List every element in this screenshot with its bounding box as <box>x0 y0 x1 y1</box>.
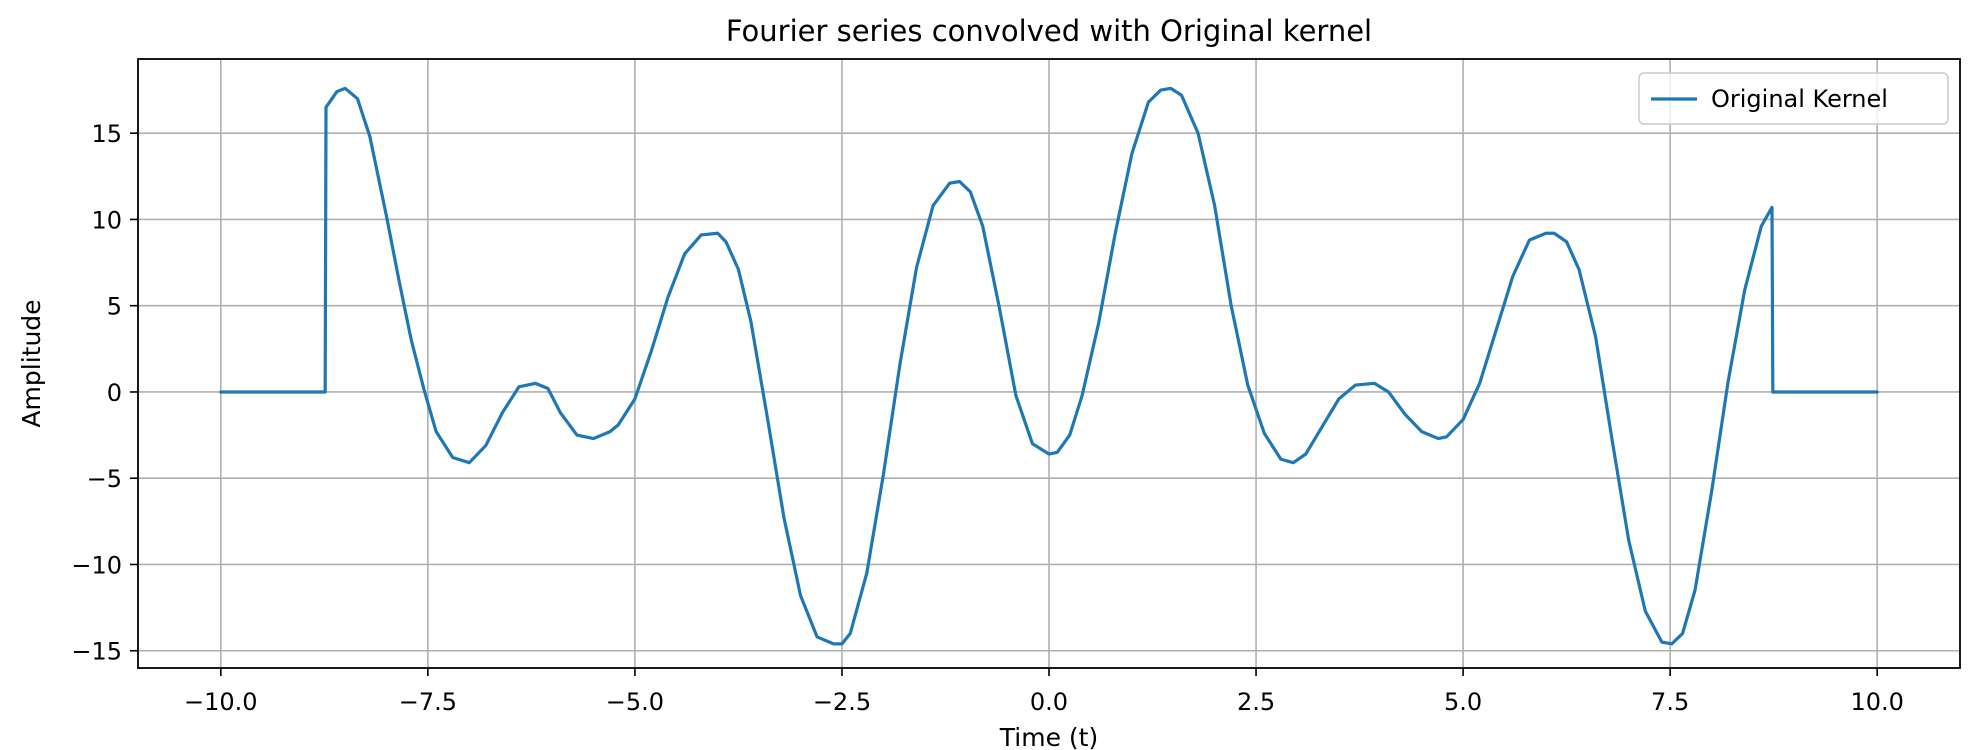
x-tick-label: −5.0 <box>606 688 664 716</box>
y-tick-label: 0 <box>107 379 122 407</box>
x-tick-label: −2.5 <box>813 688 871 716</box>
x-tick-label: 0.0 <box>1030 688 1068 716</box>
x-axis-label: Time (t) <box>999 723 1098 750</box>
x-tick-label: 10.0 <box>1850 688 1903 716</box>
legend-box <box>1638 72 1949 125</box>
x-tick-label: 7.5 <box>1651 688 1689 716</box>
y-tick-label: −15 <box>71 638 122 666</box>
y-tick-label: 10 <box>91 206 122 234</box>
plot-area <box>219 86 1879 646</box>
legend: Original Kernel <box>1638 72 1949 125</box>
chart-title: Fourier series convolved with Original k… <box>726 14 1372 48</box>
y-tick-label: 15 <box>91 120 122 148</box>
y-axis-label: Amplitude <box>17 299 46 427</box>
y-tick-label: −10 <box>71 551 122 579</box>
axis-ticks: −10.0 −7.5 −5.0 −2.5 0.0 2.5 5.0 7.5 10.0 −15 −10 −… <box>71 120 1904 716</box>
x-tick-label: 2.5 <box>1237 688 1275 716</box>
legend-label: Original Kernel <box>1711 85 1888 113</box>
y-tick-label: −5 <box>87 465 122 493</box>
plot-frame <box>137 58 1961 669</box>
x-tick-label: 5.0 <box>1444 688 1482 716</box>
series-line-original-kernel <box>219 86 1879 646</box>
x-tick-label: −10.0 <box>184 688 258 716</box>
grid <box>138 59 1960 668</box>
x-tick-label: −7.5 <box>399 688 457 716</box>
y-tick-label: 5 <box>107 293 122 321</box>
